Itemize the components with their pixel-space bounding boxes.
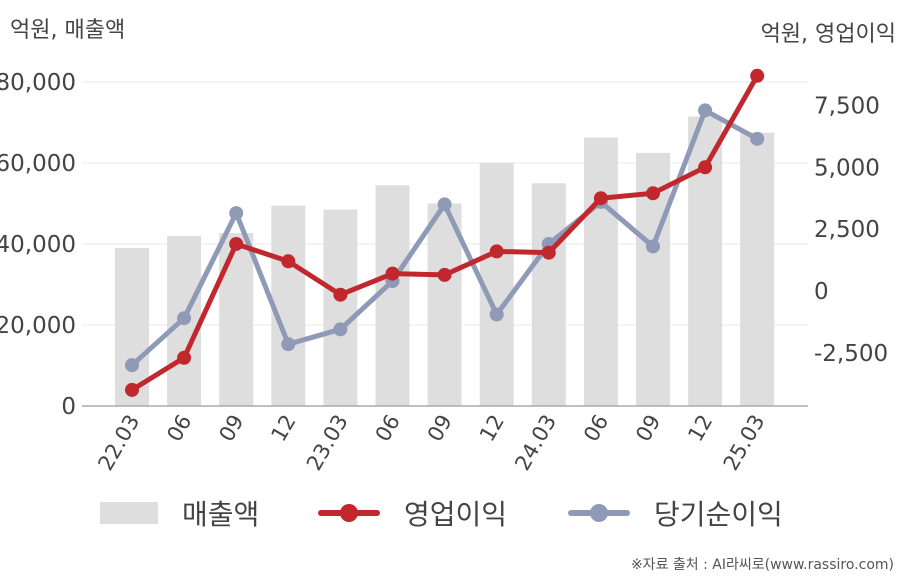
legend-swatch-sales: [100, 502, 158, 524]
bar-sales: [323, 209, 358, 406]
x-tick-label: 23.03: [302, 411, 353, 475]
legend-label-sales: 매출액: [182, 498, 260, 531]
point-net-income: [489, 307, 504, 322]
source-caption: ※자료 출처 : AI라씨로(www.rassiro.com): [630, 557, 894, 573]
point-operating-profit: [437, 267, 452, 282]
right-y-tick-label: 0: [814, 279, 829, 305]
point-net-income: [281, 337, 296, 352]
point-operating-profit: [333, 287, 348, 302]
x-tick-label: 09: [631, 411, 665, 446]
bar-sales: [375, 185, 410, 406]
right-y-tick-label: 7,500: [814, 93, 880, 119]
left-y-tick-label: 20,000: [0, 313, 76, 339]
point-operating-profit: [489, 244, 504, 259]
right-y-tick-label: 5,000: [814, 155, 880, 181]
bar-sales: [740, 132, 775, 406]
point-operating-profit: [541, 245, 556, 260]
x-tick-label: 09: [214, 411, 248, 446]
right-axis-unit-label: 억원, 영업이익: [760, 22, 896, 47]
left-y-tick-label: 80,000: [0, 70, 76, 96]
legend-item-net-income: 당기순이익: [568, 490, 783, 536]
point-net-income: [229, 206, 244, 221]
left-y-tick-label: 0: [61, 394, 76, 420]
left-y-tick-label: 60,000: [0, 151, 76, 177]
point-operating-profit: [385, 266, 400, 281]
bar-sales: [479, 163, 514, 406]
bar-sales: [583, 137, 618, 407]
point-net-income: [333, 322, 348, 337]
legend-label-operating-profit: 영업이익: [404, 498, 508, 531]
point-operating-profit: [177, 350, 192, 365]
left-axis-unit-label: 억원, 매출액: [10, 18, 126, 43]
point-net-income: [125, 358, 139, 373]
legend-swatch-operating-profit: [318, 502, 380, 524]
point-operating-profit: [229, 236, 244, 251]
x-tick-label: 12: [266, 411, 300, 446]
right-y-tick-label: 2,500: [814, 217, 880, 243]
point-net-income: [750, 131, 765, 146]
legend-item-sales: 매출액: [100, 490, 259, 536]
point-operating-profit: [125, 382, 139, 397]
right-y-tick-label: -2,500: [814, 341, 888, 367]
left-y-tick-label: 40,000: [0, 232, 76, 258]
bar-sales: [219, 233, 254, 406]
x-tick-label: 06: [371, 411, 405, 446]
x-tick-label: 22.03: [93, 411, 144, 475]
bar-sales: [427, 203, 462, 406]
legend-swatch-net-income: [568, 502, 630, 524]
point-operating-profit: [281, 254, 296, 269]
legend: 매출액 영업이익 당기순이익: [0, 490, 908, 540]
x-tick-label: 06: [579, 411, 613, 446]
point-net-income: [698, 103, 713, 118]
x-tick-label: 12: [683, 411, 717, 446]
x-tick-label: 24.03: [510, 411, 561, 475]
x-tick-label: 25.03: [719, 411, 770, 475]
point-operating-profit: [750, 68, 765, 83]
legend-label-net-income: 당기순이익: [654, 498, 783, 531]
point-operating-profit: [698, 160, 713, 175]
point-net-income: [177, 311, 192, 326]
point-operating-profit: [593, 191, 608, 206]
point-net-income: [437, 197, 452, 212]
point-operating-profit: [646, 186, 660, 201]
bar-sales: [531, 183, 566, 406]
bar-sales: [688, 116, 723, 407]
point-net-income: [646, 239, 660, 254]
x-tick-label: 09: [423, 411, 457, 446]
x-tick-label: 12: [475, 411, 509, 446]
bar-sales: [271, 205, 306, 406]
legend-item-operating-profit: 영업이익: [318, 490, 507, 536]
x-tick-label: 06: [162, 411, 196, 446]
bar-sales: [115, 248, 149, 406]
